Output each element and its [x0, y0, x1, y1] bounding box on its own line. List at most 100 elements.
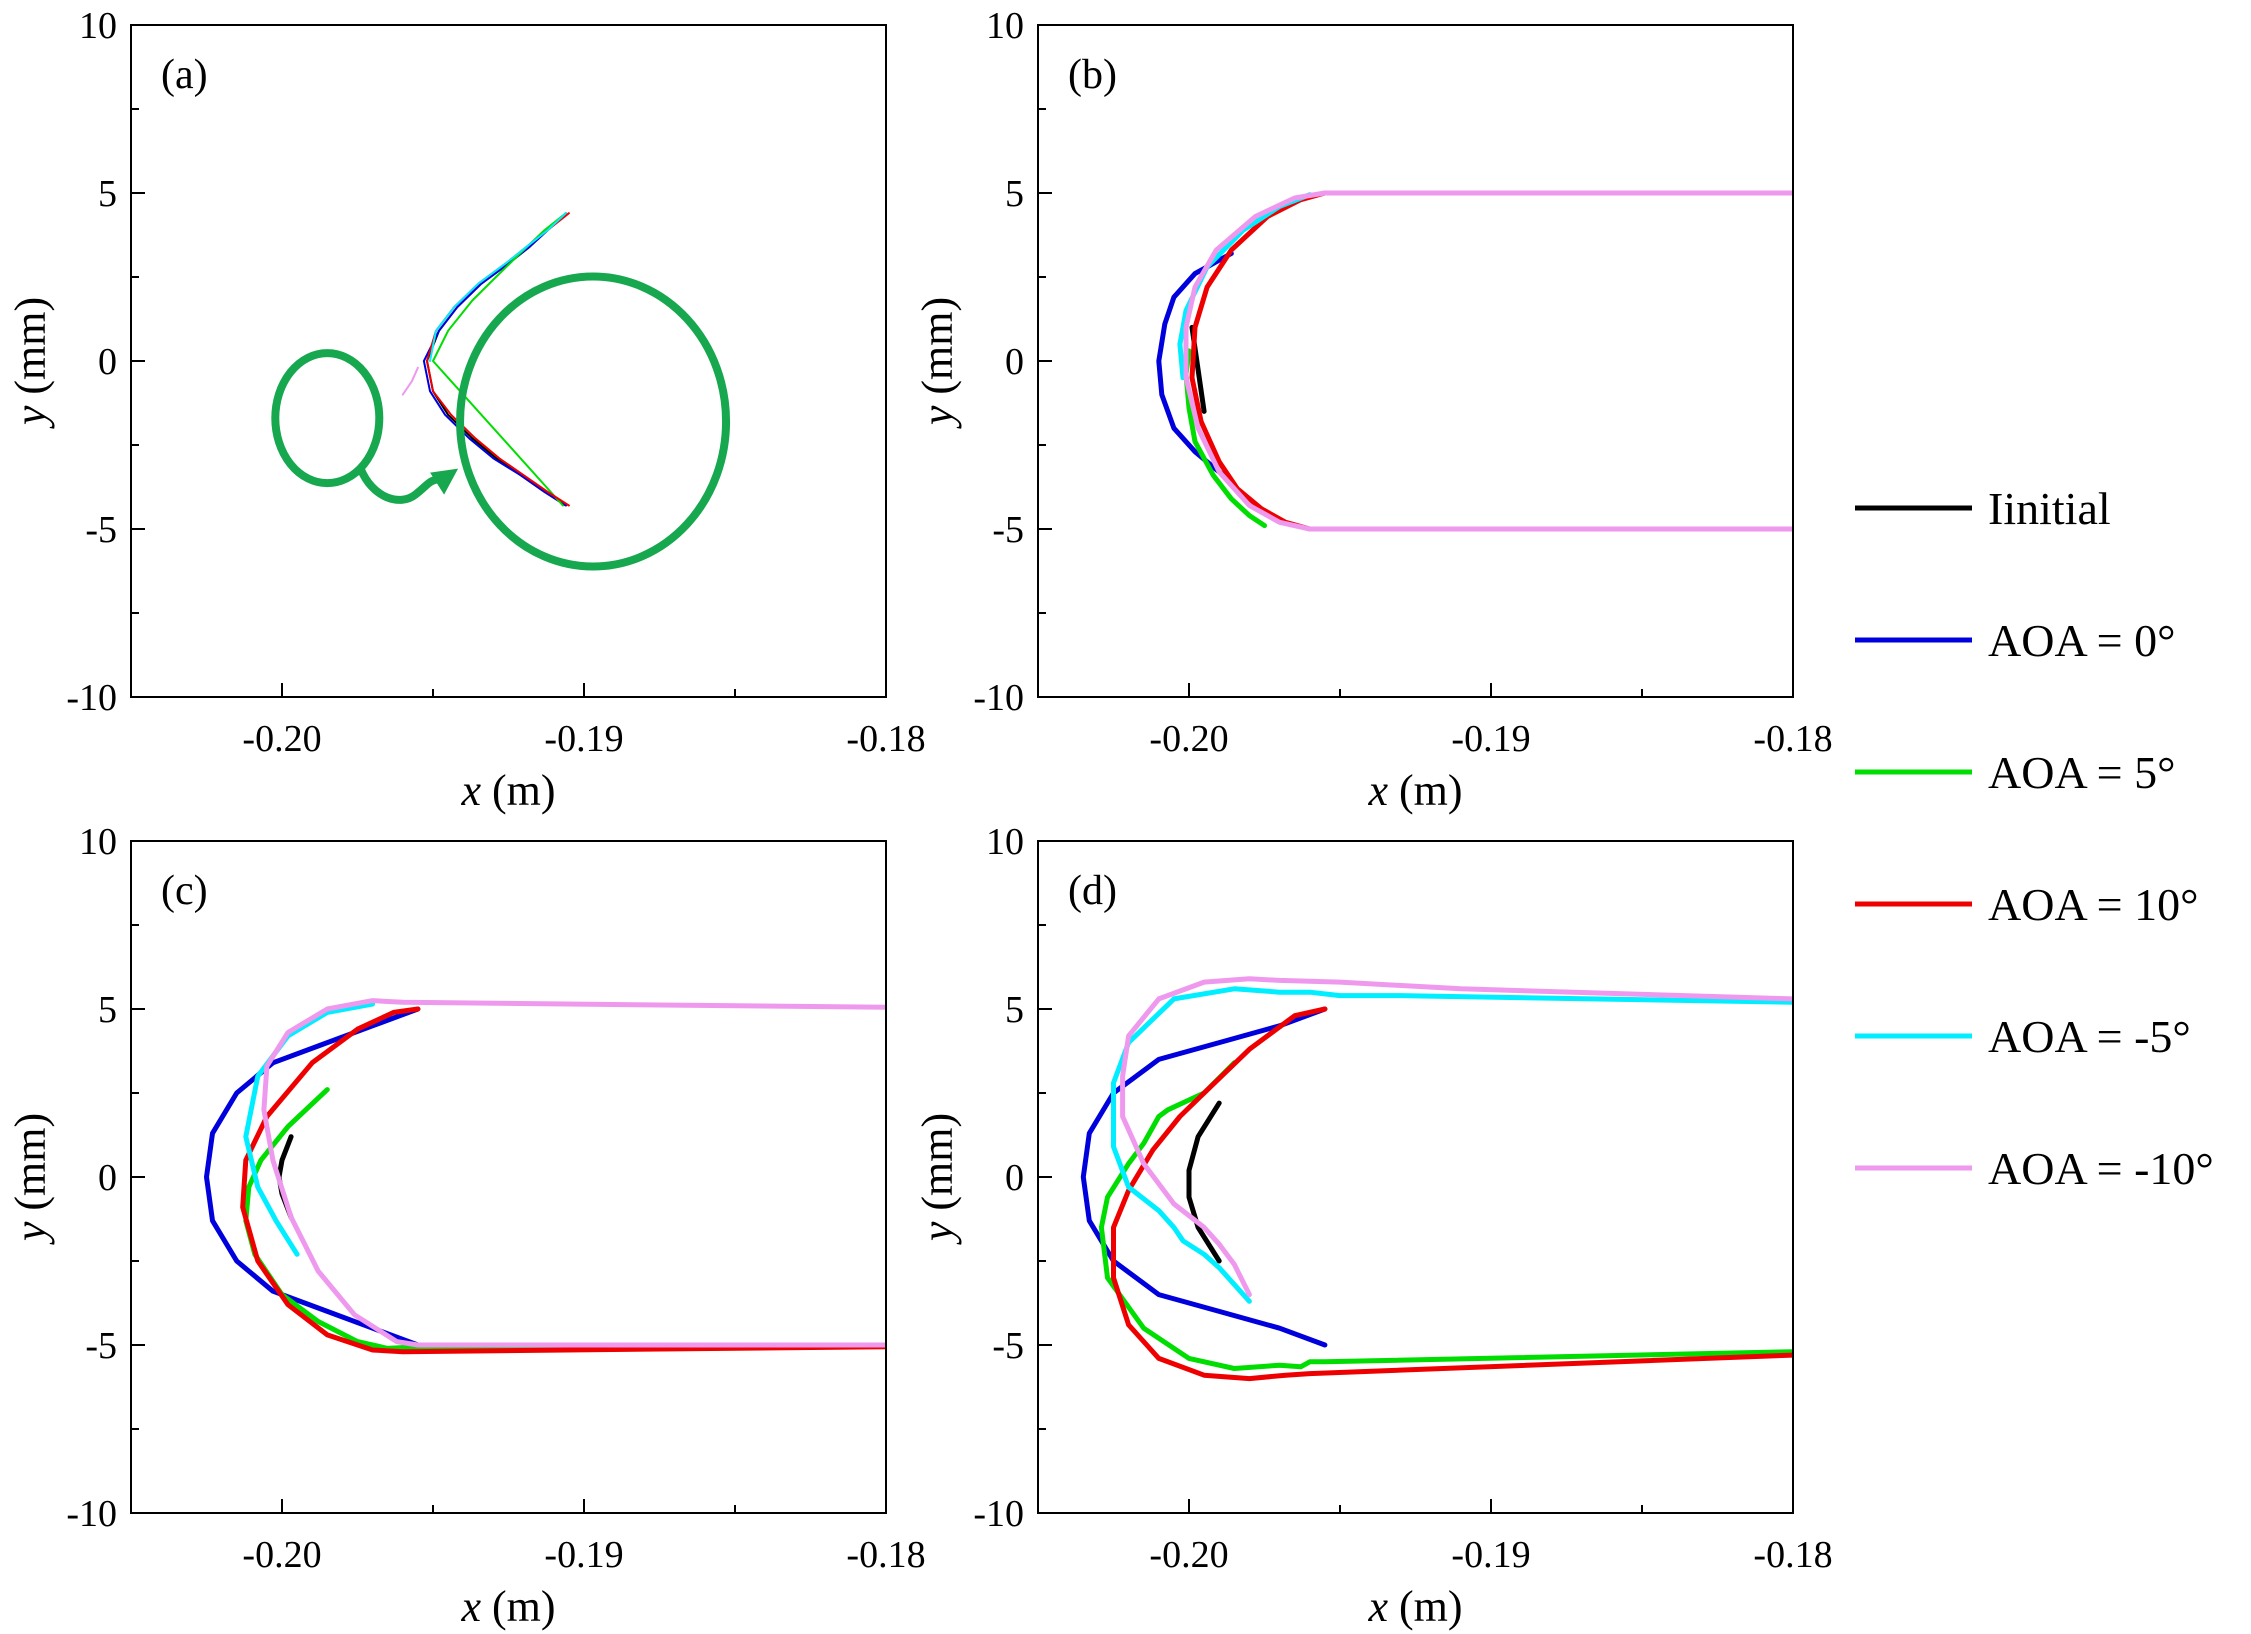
- y-axis-var: y: [6, 405, 55, 429]
- y-axis-unit: (mm): [6, 1113, 55, 1222]
- y-tick-label: 0: [1005, 1157, 1024, 1199]
- x-axis-title: x (m): [1367, 766, 1462, 815]
- series-group: [204, 998, 886, 1355]
- panel-d: -0.20 -0.19 -0.18 -10 -5 0 5 10 (d) x (m) y (mm): [913, 821, 1833, 1631]
- panel-label: (a): [161, 52, 208, 98]
- x-tick-label: -0.20: [242, 1534, 321, 1576]
- plot-frame: [130, 840, 887, 1514]
- series-line: [1186, 1100, 1222, 1264]
- x-axis-unit: (m): [481, 1582, 556, 1631]
- series-line: [401, 366, 419, 396]
- y-axis-var: y: [913, 1221, 962, 1245]
- x-tick-label: -0.18: [846, 1534, 925, 1576]
- y-tick-label: 5: [98, 989, 117, 1031]
- series-line: [240, 1006, 886, 1355]
- y-axis-var: y: [913, 405, 962, 429]
- y-axis-unit: (mm): [913, 297, 962, 406]
- legend-label: AOA = 10°: [1988, 879, 2198, 930]
- panel-label: (b): [1068, 52, 1117, 98]
- zoom-arrowhead: [430, 468, 459, 495]
- series-line: [426, 212, 567, 507]
- x-axis-var: x: [460, 766, 481, 815]
- x-tick-label: -0.19: [544, 1534, 623, 1576]
- y-tick-label: 10: [986, 5, 1024, 47]
- zoom-target-circle: [456, 272, 731, 571]
- x-tick-label: -0.19: [1451, 1534, 1530, 1576]
- series-line: [1183, 190, 1793, 532]
- legend-label: AOA = 5°: [1988, 747, 2175, 798]
- x-tick-label: -0.19: [544, 718, 623, 760]
- legend-label: AOA = 0°: [1988, 615, 2175, 666]
- y-tick-label: 10: [79, 821, 117, 863]
- y-axis-title: y (mm): [913, 1113, 962, 1245]
- y-tick-label: -5: [85, 509, 117, 551]
- y-tick-label: -5: [992, 509, 1024, 551]
- series-line: [1098, 1060, 1793, 1371]
- y-axis-unit: (mm): [913, 1113, 962, 1222]
- y-axis-unit: (mm): [6, 297, 55, 406]
- series-line: [1120, 976, 1793, 1298]
- y-tick-label: 0: [1005, 341, 1024, 383]
- y-tick-label: -5: [992, 1325, 1024, 1367]
- series-line: [243, 1087, 886, 1351]
- x-tick-label: -0.18: [1753, 1534, 1832, 1576]
- series-line: [422, 212, 567, 507]
- panel-label: (c): [161, 868, 208, 914]
- series-group: [1156, 190, 1793, 532]
- series-line: [1177, 192, 1313, 381]
- x-axis-var: x: [1367, 1582, 1388, 1631]
- x-tick-label: -0.19: [1451, 718, 1530, 760]
- x-axis-unit: (m): [481, 766, 556, 815]
- y-tick-label: -10: [66, 1493, 117, 1535]
- series-group: [401, 212, 570, 507]
- y-axis-title: y (mm): [6, 1113, 55, 1245]
- x-axis-title: x (m): [1367, 1582, 1462, 1631]
- x-tick-label: -0.18: [1753, 718, 1832, 760]
- series-line: [1189, 190, 1328, 532]
- legend: Iinitial AOA = 0° AOA = 5° AOA = 10° AOA = -…: [1855, 483, 2214, 1194]
- panel-a: -0.20 -0.19 -0.18 -10 -5 0 5 10 (a) x (m) y (mm): [6, 5, 926, 815]
- y-tick-label: -10: [973, 1493, 1024, 1535]
- y-tick-label: 5: [98, 173, 117, 215]
- x-axis-unit: (m): [1388, 766, 1463, 815]
- x-axis-title: x (m): [460, 766, 555, 815]
- y-axis-title: y (mm): [6, 297, 55, 429]
- y-tick-label: 5: [1005, 173, 1024, 215]
- series-line: [261, 998, 886, 1348]
- y-tick-label: -10: [66, 677, 117, 719]
- x-axis-title: x (m): [460, 1582, 555, 1631]
- x-axis-var: x: [1367, 766, 1388, 815]
- x-axis-var: x: [460, 1582, 481, 1631]
- x-tick-label: -0.20: [242, 718, 321, 760]
- x-tick-label: -0.20: [1149, 1534, 1228, 1576]
- x-tick-label: -0.20: [1149, 718, 1228, 760]
- series-line: [243, 1001, 376, 1257]
- y-tick-label: 5: [1005, 989, 1024, 1031]
- series-line: [204, 1006, 421, 1348]
- plot-frame: [1037, 24, 1794, 698]
- y-tick-label: -10: [973, 677, 1024, 719]
- x-axis-unit: (m): [1388, 1582, 1463, 1631]
- plot-frame: [1037, 840, 1794, 1514]
- y-tick-label: 0: [98, 341, 117, 383]
- series-line: [1080, 1006, 1328, 1348]
- plot-frame: [130, 24, 887, 698]
- y-axis-var: y: [6, 1221, 55, 1245]
- series-line: [429, 212, 567, 362]
- x-tick-label: -0.18: [846, 718, 925, 760]
- series-line: [1111, 986, 1793, 1304]
- panel-label: (d): [1068, 868, 1117, 914]
- legend-label: AOA = -10°: [1988, 1143, 2214, 1194]
- panel-b: -0.20 -0.19 -0.18 -10 -5 0 5 10 (b) x (m) y (mm): [913, 5, 1833, 815]
- legend-label: AOA = -5°: [1988, 1011, 2191, 1062]
- y-tick-label: 0: [98, 1157, 117, 1199]
- series-group: [1080, 976, 1793, 1382]
- y-axis-title: y (mm): [913, 297, 962, 429]
- zoom-source-circle: [271, 349, 384, 488]
- series-line: [432, 212, 567, 507]
- zoom-arrow: [356, 464, 447, 504]
- legend-label: Iinitial: [1988, 483, 2111, 534]
- series-line: [1111, 1006, 1793, 1382]
- y-tick-label: 10: [986, 821, 1024, 863]
